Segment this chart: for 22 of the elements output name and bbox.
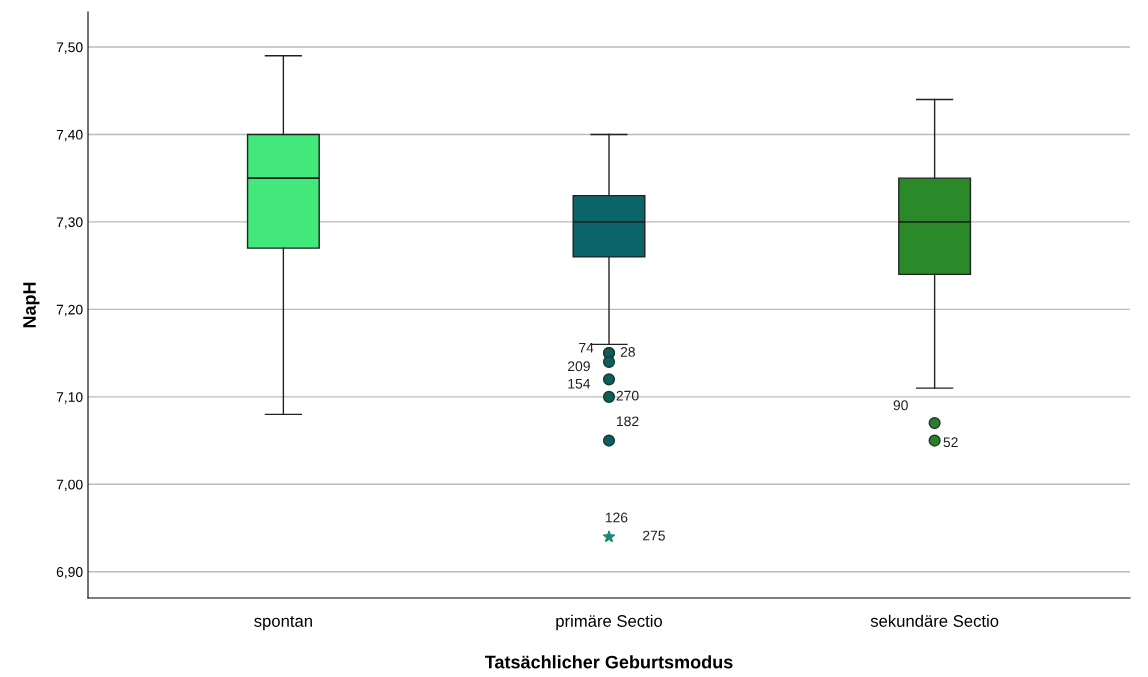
- annotation: 209: [568, 361, 590, 372]
- y-tick-label: 7,30: [56, 217, 83, 229]
- annotation: 74: [579, 342, 594, 353]
- y-tick-label: 7,00: [56, 479, 83, 492]
- x-tick-label: spontan: [254, 615, 312, 631]
- y-tick-label: 7,50: [56, 42, 83, 54]
- annotation: 126: [605, 512, 628, 523]
- x-tick-label: primäre Sectio: [556, 614, 663, 631]
- x-axis-title: Tatsächlicher Geburtsmodus: [484, 655, 733, 669]
- y-tick-label: 7,20: [56, 304, 83, 317]
- annotation: 90: [893, 400, 908, 411]
- annotation: 182: [617, 416, 639, 427]
- annotation: 52: [943, 437, 958, 448]
- annotation: 28: [620, 347, 635, 357]
- annotation: 154: [568, 378, 591, 389]
- annotation: 275: [643, 530, 665, 541]
- y-tick-label: 6,90: [56, 567, 83, 579]
- y-tick-label: 7,40: [56, 129, 83, 142]
- y-tick-label: 7,10: [56, 392, 83, 404]
- y-axis-title: NapH: [23, 282, 40, 328]
- annotation: 270: [616, 390, 639, 401]
- x-tick-label: sekundäre Sectio: [870, 614, 999, 627]
